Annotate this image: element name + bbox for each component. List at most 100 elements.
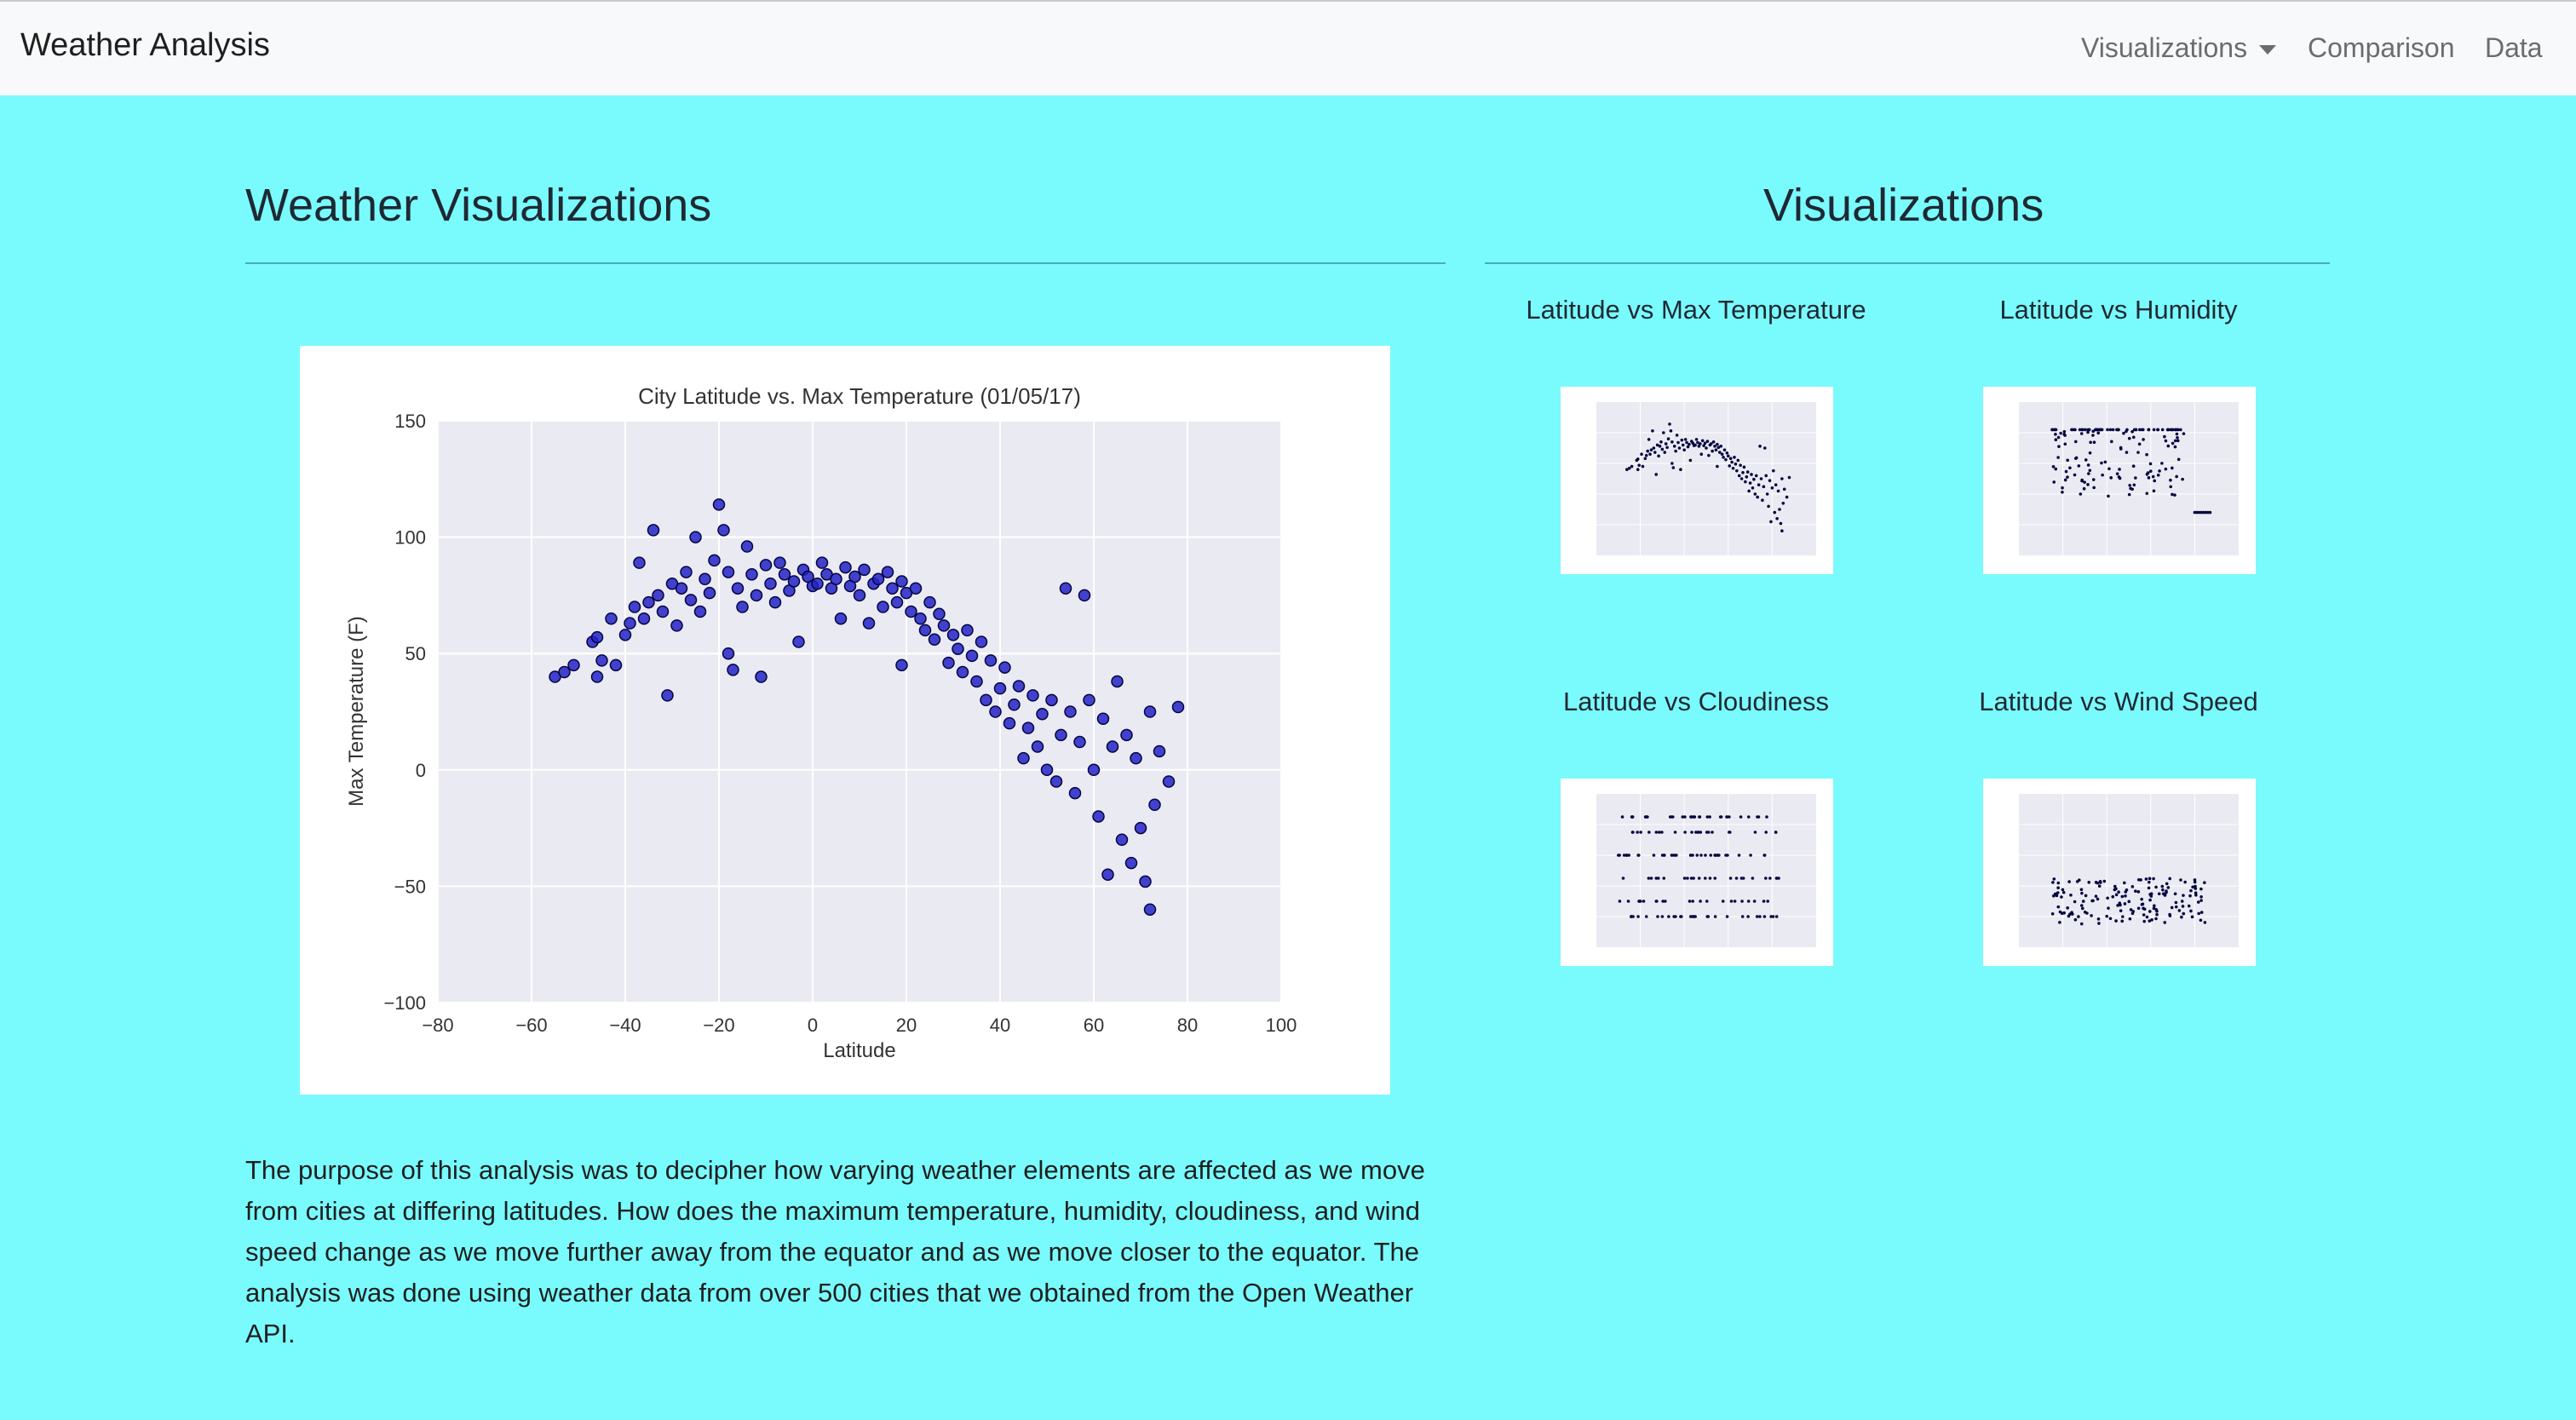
thumb-data-point: [2060, 895, 2063, 899]
analysis-description: The purpose of this analysis was to deci…: [245, 1155, 1425, 1348]
chart-title: City Latitude vs. Max Temperature (01/05…: [638, 383, 1081, 409]
data-point: [952, 642, 964, 655]
thumb-data-point: [2094, 881, 2098, 884]
thumb-data-point: [2142, 438, 2145, 441]
data-point: [1092, 810, 1105, 823]
thumbnail-temperature-link[interactable]: [1561, 387, 1833, 574]
thumb-data-point: [2073, 917, 2078, 922]
thumb-data-point: [2199, 510, 2203, 515]
thumb-data-point: [1762, 900, 1766, 903]
thumb-data-point: [2148, 919, 2152, 923]
thumb-data-point: [2189, 888, 2193, 893]
thumb-data-point: [2092, 440, 2096, 445]
thumb-data-point: [2174, 900, 2178, 905]
thumb-plot-area: [2019, 794, 2239, 947]
data-point: [637, 612, 651, 625]
thumb-data-point: [2119, 446, 2123, 450]
thumb-data-point: [2063, 442, 2067, 446]
data-point: [689, 531, 702, 543]
thumb-data-point: [1727, 454, 1730, 458]
thumb-data-point: [1746, 915, 1750, 918]
thumb-data-point: [1767, 504, 1770, 509]
thumb-data-point: [1711, 440, 1716, 444]
thumb-data-point: [2061, 890, 2066, 894]
thumb-data-point: [2131, 464, 2136, 468]
thumb-data-point: [1686, 877, 1689, 880]
thumb-data-point: [2079, 492, 2083, 496]
thumb-data-point: [2136, 906, 2141, 911]
thumb-data-point: [1707, 453, 1711, 457]
nav-data-link[interactable]: Data: [2485, 32, 2543, 63]
thumb-data-point: [2140, 897, 2143, 901]
thumb-data-point: [1636, 854, 1641, 857]
thumb-data-point: [1751, 877, 1755, 880]
thumb-data-point: [2120, 919, 2125, 923]
thumb-data-point: [1764, 474, 1768, 478]
thumb-data-point: [1758, 915, 1762, 918]
thumbnail-humidity-link[interactable]: [1983, 387, 2256, 574]
thumb-data-point: [1680, 438, 1684, 442]
thumb-data-point: [1753, 831, 1757, 834]
thumb-data-point: [1653, 451, 1657, 454]
thumb-data-point: [2096, 917, 2101, 921]
thumb-data-point: [1737, 854, 1741, 857]
data-point: [642, 595, 655, 609]
thumb-data-point: [1698, 815, 1701, 819]
thumb-data-point: [1618, 900, 1622, 903]
thumb-data-point: [1765, 492, 1769, 496]
thumbnail-wind-speed-link[interactable]: [1983, 779, 2256, 966]
thumb-data-point: [2177, 909, 2182, 912]
thumb-data-point: [2081, 900, 2085, 903]
thumb-data-point: [1733, 456, 1736, 459]
thumb-data-point: [2182, 894, 2185, 897]
data-point: [877, 601, 889, 613]
x-tick-label: 60: [1084, 1015, 1104, 1036]
data-point: [980, 693, 992, 707]
thumb-data-point: [1679, 915, 1682, 918]
thumb-data-point: [2102, 879, 2107, 883]
thumb-data-point: [2123, 902, 2127, 905]
thumb-data-point: [1691, 915, 1694, 918]
max-temperature-scatter-chart: −80 −60 −40 −20 0 20 40 60 80 100 −100 −50 0 50 100 150…: [345, 383, 1297, 1062]
thumb-data-point: [1694, 438, 1699, 441]
brand-link[interactable]: Weather Analysis: [20, 27, 270, 63]
thumb-data-point: [2140, 903, 2144, 906]
thumb-data-point: [2097, 884, 2102, 888]
thumb-data-point: [1722, 448, 1727, 451]
thumb-data-point: [1697, 877, 1701, 880]
thumb-data-point: [1648, 452, 1652, 456]
thumb-data-point: [2155, 912, 2159, 917]
thumb-data-point: [2194, 887, 2198, 890]
thumb-data-point: [1765, 815, 1768, 819]
thumb-data-point: [2127, 436, 2131, 440]
thumb-data-point: [2194, 891, 2198, 895]
thumb-data-point: [1785, 495, 1789, 499]
data-point: [1064, 705, 1077, 718]
data-point: [1073, 735, 1086, 749]
nav-comparison-link[interactable]: Comparison: [2308, 32, 2455, 63]
thumb-data-point: [1662, 431, 1665, 434]
thumb-data-point: [1749, 854, 1752, 857]
thumb-data-point: [2193, 878, 2197, 882]
thumb-data-point: [1740, 900, 1744, 903]
thumb-data-point: [2127, 900, 2131, 904]
thumb-data-point: [1759, 477, 1763, 480]
thumbnail-cloudiness-link[interactable]: [1561, 779, 1833, 966]
thumb-data-point: [1764, 877, 1768, 880]
thumb-data-point: [1662, 854, 1666, 857]
thumb-data-point: [2183, 880, 2187, 884]
data-point: [1124, 856, 1138, 870]
thumb-data-point: [2086, 430, 2090, 434]
thumb-data-point: [1649, 877, 1653, 880]
data-point: [1083, 693, 1095, 707]
nav-visualizations-dropdown[interactable]: Visualizations: [2081, 32, 2277, 64]
data-point: [768, 595, 782, 609]
thumb-data-point: [2160, 428, 2165, 432]
thumb-data-point: [2129, 908, 2133, 911]
x-axis-label: Latitude: [823, 1039, 895, 1062]
thumb-data-point: [2058, 921, 2061, 924]
data-point: [956, 665, 969, 679]
data-point: [1148, 798, 1161, 812]
thumb-data-point: [2115, 472, 2119, 475]
thumb-data-point: [2066, 475, 2069, 479]
